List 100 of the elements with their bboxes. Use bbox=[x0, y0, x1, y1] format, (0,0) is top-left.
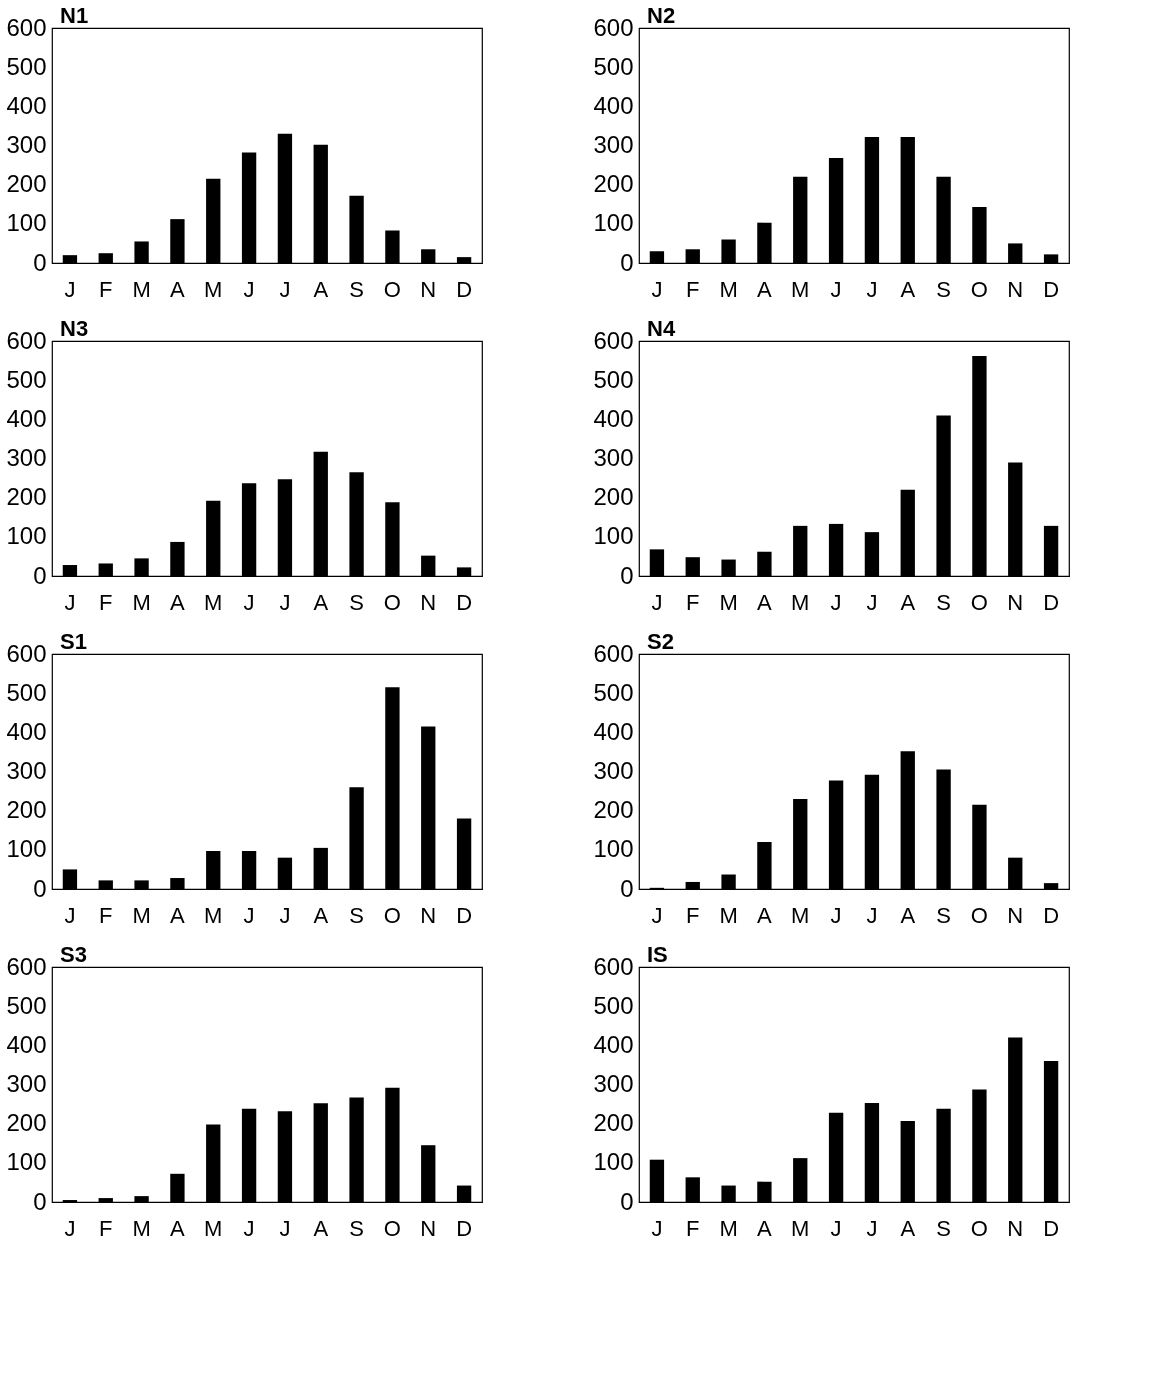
x-tick-label: A bbox=[313, 276, 329, 302]
bar bbox=[421, 249, 436, 263]
bar bbox=[793, 176, 808, 263]
bar bbox=[241, 851, 257, 889]
x-tick-label: N bbox=[420, 902, 437, 928]
y-tick-label: 500 bbox=[6, 678, 47, 706]
y-tick-label: 0 bbox=[620, 561, 634, 589]
x-tick-label: F bbox=[686, 276, 700, 302]
x-tick-label: A bbox=[170, 589, 186, 615]
bar bbox=[170, 1173, 185, 1202]
bar bbox=[900, 489, 915, 576]
x-tick-label: D bbox=[1043, 902, 1060, 928]
y-tick-label: 100 bbox=[6, 209, 47, 237]
x-tick-label: N bbox=[1007, 1215, 1024, 1241]
y-tick-label: 300 bbox=[6, 757, 47, 784]
bar bbox=[828, 523, 844, 576]
bar bbox=[313, 1103, 328, 1202]
y-tick-label: 300 bbox=[6, 131, 47, 158]
bar bbox=[828, 1112, 844, 1202]
bar bbox=[1043, 883, 1059, 889]
y-tick-label: 500 bbox=[593, 991, 634, 1019]
bar bbox=[206, 1124, 221, 1202]
bar bbox=[1008, 462, 1023, 576]
bar bbox=[456, 567, 472, 576]
bar bbox=[206, 851, 221, 889]
x-tick-label: F bbox=[99, 902, 113, 928]
bar bbox=[972, 355, 987, 576]
x-tick-label: J bbox=[866, 1215, 878, 1241]
x-tick-label: J bbox=[64, 902, 76, 928]
bar bbox=[685, 1177, 700, 1202]
bar bbox=[421, 726, 436, 889]
bar bbox=[649, 1159, 665, 1202]
bar bbox=[98, 1198, 113, 1202]
bar bbox=[1008, 243, 1023, 263]
x-tick-label: J bbox=[866, 276, 878, 302]
bar bbox=[385, 502, 400, 576]
bar bbox=[864, 1102, 880, 1202]
y-tick-label: 500 bbox=[593, 678, 634, 706]
y-tick-label: 300 bbox=[593, 131, 634, 158]
chart-title: S2 bbox=[647, 629, 674, 654]
bar bbox=[972, 1089, 987, 1202]
x-tick-label: M bbox=[132, 276, 151, 302]
x-tick-label: J bbox=[243, 589, 255, 615]
x-tick-label: O bbox=[383, 902, 401, 928]
bar bbox=[98, 253, 113, 263]
x-tick-label: J bbox=[279, 276, 291, 302]
bar bbox=[456, 257, 472, 263]
bar bbox=[206, 500, 221, 576]
x-tick-label: A bbox=[900, 902, 916, 928]
x-tick-label: J bbox=[64, 589, 76, 615]
x-tick-label: A bbox=[313, 589, 329, 615]
bar bbox=[793, 798, 808, 889]
bar bbox=[900, 751, 915, 889]
x-tick-label: J bbox=[830, 589, 842, 615]
bar bbox=[241, 1108, 257, 1202]
bar bbox=[206, 178, 221, 263]
chart-title: N4 bbox=[647, 316, 676, 341]
x-tick-label: M bbox=[791, 902, 810, 928]
x-tick-label: M bbox=[719, 589, 738, 615]
bar bbox=[828, 780, 844, 889]
chart-title: N3 bbox=[60, 316, 89, 341]
x-tick-label: S bbox=[349, 276, 364, 302]
y-tick-label: 500 bbox=[6, 52, 47, 80]
bar bbox=[936, 1108, 951, 1202]
y-tick-label: 0 bbox=[620, 248, 634, 276]
x-tick-label: A bbox=[170, 1215, 186, 1241]
x-tick-label: M bbox=[204, 276, 223, 302]
bar bbox=[757, 1181, 772, 1202]
x-tick-label: A bbox=[900, 276, 916, 302]
y-tick-label: 100 bbox=[593, 835, 634, 863]
x-tick-label: A bbox=[313, 902, 329, 928]
bar bbox=[170, 878, 185, 889]
x-tick-label: J bbox=[866, 902, 878, 928]
y-tick-label: 200 bbox=[593, 796, 634, 824]
y-tick-label: 0 bbox=[33, 874, 47, 902]
y-tick-label: 500 bbox=[593, 52, 634, 80]
bar bbox=[685, 249, 700, 263]
bar bbox=[721, 1185, 736, 1202]
bar bbox=[134, 880, 149, 889]
bar bbox=[864, 774, 880, 889]
bar bbox=[936, 415, 951, 576]
y-tick-label: 400 bbox=[6, 91, 47, 119]
x-tick-label: A bbox=[900, 589, 916, 615]
bar bbox=[421, 1145, 436, 1202]
x-tick-label: F bbox=[686, 589, 700, 615]
x-tick-label: F bbox=[99, 1215, 113, 1241]
x-tick-label: J bbox=[651, 902, 663, 928]
y-tick-label: 600 bbox=[6, 326, 47, 354]
y-tick-label: 100 bbox=[593, 1148, 634, 1176]
bar bbox=[313, 451, 328, 576]
y-tick-label: 400 bbox=[593, 91, 634, 119]
x-tick-label: D bbox=[1043, 276, 1060, 302]
bar bbox=[62, 869, 78, 889]
x-tick-label: O bbox=[383, 1215, 401, 1241]
y-tick-label: 600 bbox=[593, 13, 634, 41]
bar bbox=[900, 1120, 915, 1202]
x-tick-label: O bbox=[970, 276, 988, 302]
y-tick-label: 200 bbox=[6, 796, 47, 824]
bar bbox=[421, 555, 436, 576]
y-tick-label: 400 bbox=[593, 404, 634, 432]
